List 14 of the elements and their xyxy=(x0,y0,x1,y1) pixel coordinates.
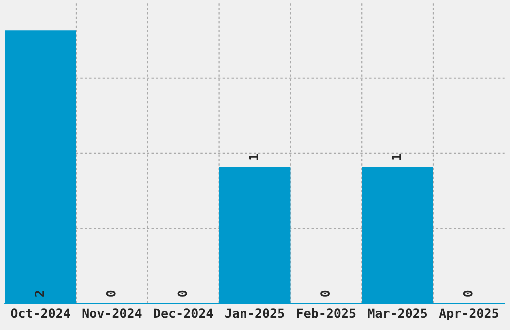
x-tick-label: Nov-2024 xyxy=(82,308,142,318)
data-label: 2 xyxy=(34,291,44,297)
x-tick-label: Jan-2025 xyxy=(226,308,284,318)
data-label: 0 xyxy=(106,290,116,297)
data-label: 0 xyxy=(463,290,473,297)
data-label: 1 xyxy=(392,154,402,160)
data-label: 1 xyxy=(249,154,258,160)
x-tick-label: Feb-2025 xyxy=(297,308,356,318)
x-tick-label: Apr-2025 xyxy=(439,308,498,321)
x-tick-label: Mar-2025 xyxy=(368,308,428,318)
data-label: 0 xyxy=(178,290,188,297)
x-tick-label: Dec-2024 xyxy=(154,308,214,318)
x-tick-label: Oct-2024 xyxy=(11,308,70,318)
data-label: 0 xyxy=(320,290,330,297)
